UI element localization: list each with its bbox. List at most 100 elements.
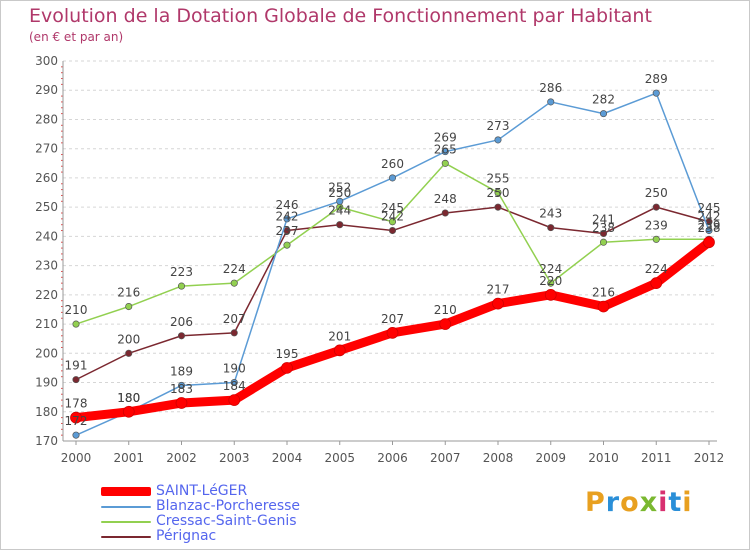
data-label: 195: [276, 347, 299, 361]
data-label: 189: [170, 364, 193, 378]
chart-legend: SAINT-LéGER Blanzac-Porcheresse Cressac-Sa…: [101, 484, 300, 544]
data-point: [336, 197, 344, 205]
legend-label: SAINT-LéGER: [156, 483, 248, 499]
legend-item: Pérignac: [101, 529, 300, 544]
data-point: [652, 203, 660, 211]
data-point: [283, 241, 291, 249]
y-tick-label: 210: [35, 317, 58, 331]
y-tick-label: 180: [35, 405, 58, 419]
data-label: 210: [65, 303, 88, 317]
data-point: [228, 394, 241, 406]
data-point: [547, 98, 555, 106]
data-point: [547, 224, 555, 232]
data-label: 210: [434, 303, 457, 317]
data-label: 244: [328, 204, 351, 218]
y-tick-label: 200: [35, 346, 58, 360]
proxiti-logo: Proxiti: [585, 487, 693, 518]
data-point: [336, 221, 344, 229]
data-label: 217: [487, 283, 510, 297]
y-tick-label: 300: [35, 54, 58, 68]
data-point: [703, 236, 715, 249]
data-label: 223: [170, 265, 193, 279]
data-label: 184: [223, 379, 246, 393]
chart-title: Evolution de la Dotation Globale de Fonc…: [29, 5, 652, 27]
data-point: [441, 148, 449, 156]
data-label: 239: [698, 218, 721, 232]
x-tick-label: 2003: [219, 451, 250, 465]
data-label: 172: [65, 414, 88, 428]
data-point: [599, 238, 608, 246]
data-point: [388, 226, 397, 235]
data-label: 183: [170, 382, 193, 396]
x-tick-label: 2005: [324, 451, 355, 465]
x-tick-label: 2004: [272, 451, 303, 465]
logo-letter: i: [658, 487, 669, 518]
legend-swatch: [101, 535, 151, 538]
x-tick-label: 2008: [483, 451, 514, 465]
data-point: [441, 209, 449, 217]
legend-item: Blanzac-Porcheresse: [101, 499, 300, 514]
data-point: [597, 300, 610, 313]
legend-swatch: [101, 505, 151, 508]
data-point: [388, 218, 397, 226]
data-label: 201: [328, 329, 351, 343]
plot-area: [63, 61, 717, 441]
data-label: 224: [645, 262, 668, 276]
data-point: [72, 320, 80, 328]
x-tick-label: 2009: [535, 451, 566, 465]
data-point: [177, 332, 186, 340]
data-label: 242: [381, 210, 404, 224]
data-point: [281, 362, 293, 374]
data-point: [230, 329, 238, 337]
data-point: [652, 235, 660, 243]
data-label: 250: [487, 186, 510, 200]
data-label: 190: [223, 362, 246, 376]
data-point: [544, 288, 557, 301]
data-point: [122, 405, 135, 418]
data-label: 282: [592, 93, 615, 107]
data-point: [705, 226, 713, 235]
data-label: 224: [539, 262, 562, 276]
x-tick-label: 2011: [641, 451, 672, 465]
data-point: [72, 431, 80, 439]
y-tick-label: 230: [35, 259, 58, 273]
data-label: 239: [645, 218, 668, 232]
data-label: 286: [539, 81, 562, 95]
data-point: [386, 326, 399, 339]
legend-swatch: [101, 487, 151, 496]
data-label: 248: [434, 192, 457, 206]
data-point: [125, 302, 133, 311]
data-point: [230, 378, 238, 387]
data-point: [283, 215, 291, 223]
x-tick-label: 2002: [166, 451, 197, 465]
data-point: [439, 318, 452, 330]
legend-item: Cressac-Saint-Genis: [101, 514, 300, 529]
legend-swatch: [101, 520, 151, 523]
data-point: [125, 349, 133, 357]
data-label: 216: [117, 286, 140, 300]
data-label: 265: [434, 142, 457, 156]
chart-subtitle: (en € et par an): [29, 30, 124, 44]
data-label: 180: [117, 391, 140, 405]
data-point: [175, 397, 188, 409]
data-label: 269: [434, 131, 457, 145]
data-point: [492, 297, 504, 310]
data-label: 242: [698, 210, 721, 224]
x-tick-label: 2007: [430, 451, 461, 465]
legend-item: SAINT-LéGER: [101, 484, 300, 499]
x-tick-label: 2001: [113, 451, 144, 465]
data-label: 245: [698, 201, 721, 215]
data-label: 252: [328, 180, 351, 194]
data-label: 206: [170, 315, 193, 329]
y-tick-label: 250: [35, 200, 58, 214]
data-point: [177, 381, 186, 390]
legend-label: Pérignac: [156, 528, 217, 544]
logo-letter: i: [682, 487, 693, 518]
y-tick-label: 170: [35, 434, 58, 448]
data-label: 237: [276, 224, 299, 238]
data-label: 250: [645, 186, 668, 200]
data-point: [70, 411, 82, 424]
logo-letter: x: [639, 487, 659, 518]
